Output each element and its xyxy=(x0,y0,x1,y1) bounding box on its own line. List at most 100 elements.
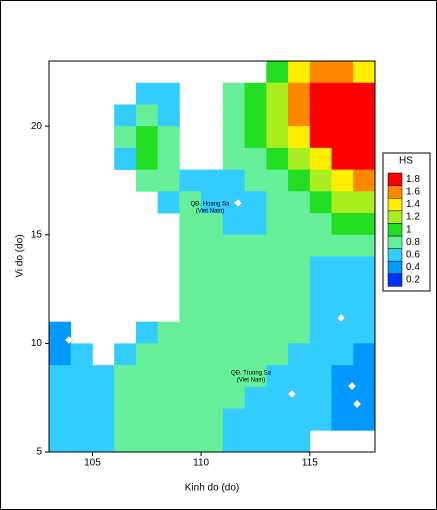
cell xyxy=(244,169,267,192)
cell xyxy=(244,430,267,452)
cell xyxy=(353,408,375,431)
cell xyxy=(244,147,267,171)
cell xyxy=(288,104,311,127)
cell xyxy=(309,61,332,84)
cell xyxy=(353,278,375,301)
legend-swatch xyxy=(387,235,403,249)
cell xyxy=(266,234,289,257)
cell xyxy=(266,256,289,279)
cell xyxy=(201,430,224,452)
cell xyxy=(288,213,311,236)
cell xyxy=(331,61,354,84)
cell xyxy=(222,256,245,279)
cell xyxy=(114,147,137,171)
cell xyxy=(266,169,289,192)
cell xyxy=(309,256,332,279)
cell xyxy=(179,299,202,323)
cell xyxy=(114,126,137,149)
annotation: QĐ. Hoang Sa xyxy=(190,202,230,208)
cell xyxy=(266,82,289,105)
cell xyxy=(353,234,375,257)
cell xyxy=(179,234,202,257)
cell xyxy=(49,408,72,431)
cell xyxy=(222,147,245,171)
legend-swatch xyxy=(387,223,403,237)
cell xyxy=(331,299,354,323)
cell xyxy=(309,278,332,301)
x-tick-label: 105 xyxy=(84,458,101,469)
cell xyxy=(114,408,137,431)
cell xyxy=(331,321,354,344)
cell xyxy=(179,213,202,236)
cell xyxy=(222,299,245,323)
legend-label: 1.2 xyxy=(406,212,420,223)
cell xyxy=(179,408,202,431)
legend-swatch xyxy=(387,172,403,186)
cell xyxy=(70,343,93,366)
cell xyxy=(135,321,159,344)
island xyxy=(347,381,357,391)
cell xyxy=(135,343,159,366)
island xyxy=(64,335,74,345)
cell xyxy=(222,386,245,409)
cell xyxy=(179,256,202,279)
legend-label: 0.8 xyxy=(406,237,420,248)
cell xyxy=(201,191,224,214)
cell xyxy=(266,408,289,431)
cell xyxy=(266,278,289,301)
y-axis-title: Vi do (do) xyxy=(15,234,26,277)
cell xyxy=(331,104,354,127)
cell xyxy=(266,299,289,323)
cell xyxy=(201,256,224,279)
cell xyxy=(201,343,224,366)
cell xyxy=(201,386,224,409)
cell xyxy=(49,365,72,388)
cell xyxy=(157,104,180,127)
cell xyxy=(222,213,245,236)
legend-label: 1.8 xyxy=(406,174,420,185)
annotation: (Viet Nam) xyxy=(237,378,266,384)
cell xyxy=(157,191,180,214)
cell xyxy=(331,126,354,149)
cell xyxy=(157,408,180,431)
cell xyxy=(266,213,289,236)
cell xyxy=(244,278,267,301)
cell xyxy=(157,386,180,409)
islands xyxy=(64,198,362,409)
x-axis-title: Kinh do (do) xyxy=(185,483,239,494)
cell xyxy=(179,365,202,388)
cell xyxy=(114,104,137,127)
cell xyxy=(266,191,289,214)
cell xyxy=(244,191,267,214)
legend-label: 0.2 xyxy=(406,275,420,286)
cell xyxy=(288,299,311,323)
cell xyxy=(157,430,180,452)
cell xyxy=(70,365,93,388)
cell xyxy=(309,169,332,192)
cell xyxy=(49,386,72,409)
cell xyxy=(331,386,354,409)
cell xyxy=(157,82,180,105)
cell xyxy=(288,61,311,84)
island xyxy=(287,389,297,399)
island xyxy=(233,198,243,208)
cell xyxy=(244,321,267,344)
cell xyxy=(331,147,354,171)
cell xyxy=(331,234,354,257)
cell xyxy=(288,386,311,409)
cell xyxy=(353,169,375,192)
cell xyxy=(331,278,354,301)
cell xyxy=(70,430,93,452)
cell xyxy=(222,408,245,431)
cell xyxy=(114,386,137,409)
legend-label: 0.4 xyxy=(406,262,420,273)
cell xyxy=(92,365,115,388)
cell xyxy=(201,278,224,301)
cell xyxy=(288,365,311,388)
legend-label: 1.4 xyxy=(406,199,420,210)
cell xyxy=(288,191,311,214)
field xyxy=(49,61,375,452)
legend-swatch xyxy=(387,185,403,199)
cell xyxy=(92,386,115,409)
